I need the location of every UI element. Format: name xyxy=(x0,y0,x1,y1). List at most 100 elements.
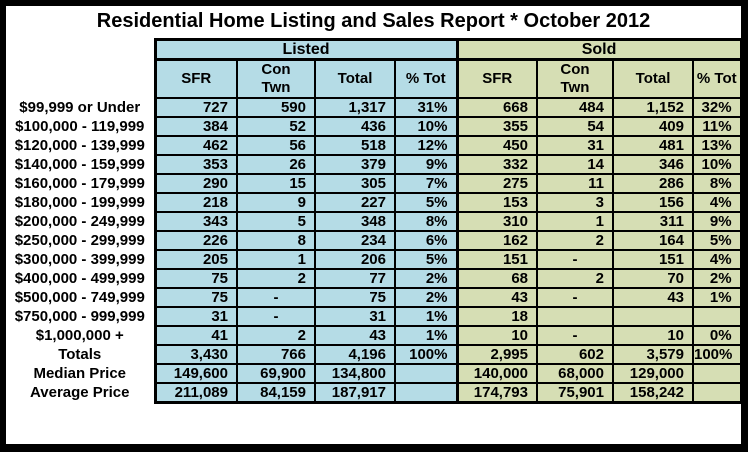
listing-sales-table: Listed Sold SFR Con Twn Total% Tot SFR Con T… xyxy=(6,38,741,404)
data-cell-sold-total: 70 xyxy=(612,268,694,289)
data-cell-sold-total: 3,579 xyxy=(612,344,694,365)
data-cell-sold-con-twn: 1 xyxy=(536,211,614,232)
data-cell-sold-total: 129,000 xyxy=(612,363,694,384)
row-label: $160,000 - 179,999 xyxy=(6,174,155,193)
table-row: $180,000 - 199,999 218 9 227 5% 153 3 156 4% xyxy=(6,192,741,213)
data-cell-listed-con-twn: - xyxy=(236,287,316,308)
data-cell-sold-pct-tot: 100% xyxy=(691,344,741,365)
data-cell-sold-con-twn: - xyxy=(536,249,614,270)
data-cell-sold-total: 151 xyxy=(612,249,694,270)
data-cell-listed-pct-tot xyxy=(394,382,458,404)
data-cell-listed-con-twn: 590 xyxy=(236,97,316,118)
row-label: $200,000 - 249,999 xyxy=(6,212,155,231)
row-label: $400,000 - 499,999 xyxy=(6,269,155,288)
data-cell-listed-pct-tot: 5% xyxy=(394,249,458,270)
data-cell-sold-sfr: 355 xyxy=(455,116,538,137)
data-cell-listed-total: 379 xyxy=(314,154,396,175)
column-header-sold-con-twn: Con Twn xyxy=(536,58,614,99)
data-cell-listed-pct-tot: 6% xyxy=(394,230,458,251)
row-label: $300,000 - 399,999 xyxy=(6,250,155,269)
data-cell-sold-sfr: 18 xyxy=(455,306,538,327)
data-cell-sold-total xyxy=(612,306,694,327)
row-label: $100,000 - 119,999 xyxy=(6,117,155,136)
data-cell-sold-sfr: 43 xyxy=(455,287,538,308)
column-header-row: SFR Con Twn Total% Tot SFR Con Twn Total% Tot xyxy=(6,58,741,99)
data-cell-sold-con-twn: 602 xyxy=(536,344,614,365)
data-cell-listed-sfr: 218 xyxy=(153,192,238,213)
data-cell-sold-pct-tot xyxy=(691,382,741,404)
data-cell-sold-con-twn: - xyxy=(536,325,614,346)
table-row: $400,000 - 499,999 75 2 77 2% 68 2 70 2% xyxy=(6,268,741,289)
data-cell-sold-pct-tot: 4% xyxy=(691,192,741,213)
row-label: $1,000,000 + xyxy=(6,326,155,345)
data-cell-listed-pct-tot: 10% xyxy=(394,116,458,137)
data-cell-sold-pct-tot xyxy=(691,363,741,384)
data-cell-sold-pct-tot: 1% xyxy=(691,287,741,308)
data-cell-listed-total: 187,917 xyxy=(314,382,396,404)
data-cell-sold-sfr: 153 xyxy=(455,192,538,213)
data-cell-sold-sfr: 174,793 xyxy=(455,382,538,404)
data-cell-sold-sfr: 2,995 xyxy=(455,344,538,365)
data-cell-listed-con-twn: 2 xyxy=(236,325,316,346)
data-cell-listed-con-twn: 2 xyxy=(236,268,316,289)
data-cell-sold-con-twn: 54 xyxy=(536,116,614,137)
table-row: $120,000 - 139,999 462 56 518 12% 450 31 481 13% xyxy=(6,135,741,156)
data-cell-sold-con-twn: 68,000 xyxy=(536,363,614,384)
data-cell-listed-total: 518 xyxy=(314,135,396,156)
data-cell-sold-total: 43 xyxy=(612,287,694,308)
data-cell-sold-con-twn: - xyxy=(536,287,614,308)
data-cell-listed-sfr: 353 xyxy=(153,154,238,175)
data-cell-sold-con-twn xyxy=(536,306,614,327)
table-row: $750,000 - 999,999 31-31 1% 18 xyxy=(6,306,741,327)
data-cell-listed-con-twn: - xyxy=(236,306,316,327)
table-row: $500,000 - 749,999 75-75 2% 43-43 1% xyxy=(6,287,741,308)
data-cell-listed-sfr: 75 xyxy=(153,268,238,289)
data-cell-listed-con-twn: 9 xyxy=(236,192,316,213)
table-row: $160,000 - 179,999 290 15 305 7% 275 11 286 8% xyxy=(6,173,741,194)
column-header-sold-pct-tot: % Tot xyxy=(691,58,741,99)
data-cell-sold-pct-tot: 0% xyxy=(691,325,741,346)
row-label: Median Price xyxy=(6,364,155,383)
data-cell-listed-sfr: 3,430 xyxy=(153,344,238,365)
data-cell-sold-pct-tot: 11% xyxy=(691,116,741,137)
table-row: $140,000 - 159,999 353 26 379 9% 332 14 346 10% xyxy=(6,154,741,175)
data-cell-listed-pct-tot: 7% xyxy=(394,173,458,194)
data-cell-sold-con-twn: 484 xyxy=(536,97,614,118)
data-cell-listed-con-twn: 52 xyxy=(236,116,316,137)
data-cell-listed-pct-tot xyxy=(394,363,458,384)
data-cell-listed-sfr: 41 xyxy=(153,325,238,346)
data-cell-listed-pct-tot: 100% xyxy=(394,344,458,365)
report-page: Residential Home Listing and Sales Repor… xyxy=(6,6,741,444)
data-cell-listed-sfr: 384 xyxy=(153,116,238,137)
table-row: $250,000 - 299,999 226 8 234 6% 162 2 164 5% xyxy=(6,230,741,251)
data-cell-listed-sfr: 226 xyxy=(153,230,238,251)
data-cell-listed-total: 43 xyxy=(314,325,396,346)
row-label: $500,000 - 749,999 xyxy=(6,288,155,307)
row-label: Totals xyxy=(6,345,155,364)
data-cell-sold-pct-tot: 2% xyxy=(691,268,741,289)
data-cell-sold-sfr: 275 xyxy=(455,173,538,194)
data-cell-listed-pct-tot: 8% xyxy=(394,211,458,232)
data-cell-sold-con-twn: 2 xyxy=(536,268,614,289)
column-header-listed-con-twn: Con Twn xyxy=(236,58,316,99)
data-cell-sold-sfr: 151 xyxy=(455,249,538,270)
row-label: $250,000 - 299,999 xyxy=(6,231,155,250)
table-row: $100,000 - 119,999 384 52 436 10% 355 54 409 11% xyxy=(6,116,741,137)
data-cell-sold-pct-tot: 4% xyxy=(691,249,741,270)
data-cell-listed-sfr: 205 xyxy=(153,249,238,270)
section-header-row: Listed Sold xyxy=(6,38,741,61)
column-header-sold-sfr: SFR xyxy=(455,58,538,99)
data-cell-listed-sfr: 290 xyxy=(153,173,238,194)
data-cell-listed-pct-tot: 2% xyxy=(394,287,458,308)
data-cell-listed-con-twn: 69,900 xyxy=(236,363,316,384)
data-cell-sold-pct-tot: 32% xyxy=(691,97,741,118)
data-cell-sold-total: 346 xyxy=(612,154,694,175)
data-cell-listed-pct-tot: 31% xyxy=(394,97,458,118)
data-cell-sold-total: 481 xyxy=(612,135,694,156)
data-cell-listed-sfr: 343 xyxy=(153,211,238,232)
data-cell-listed-sfr: 727 xyxy=(153,97,238,118)
data-cell-listed-con-twn: 84,159 xyxy=(236,382,316,404)
data-cell-sold-con-twn: 11 xyxy=(536,173,614,194)
data-cell-listed-con-twn: 8 xyxy=(236,230,316,251)
